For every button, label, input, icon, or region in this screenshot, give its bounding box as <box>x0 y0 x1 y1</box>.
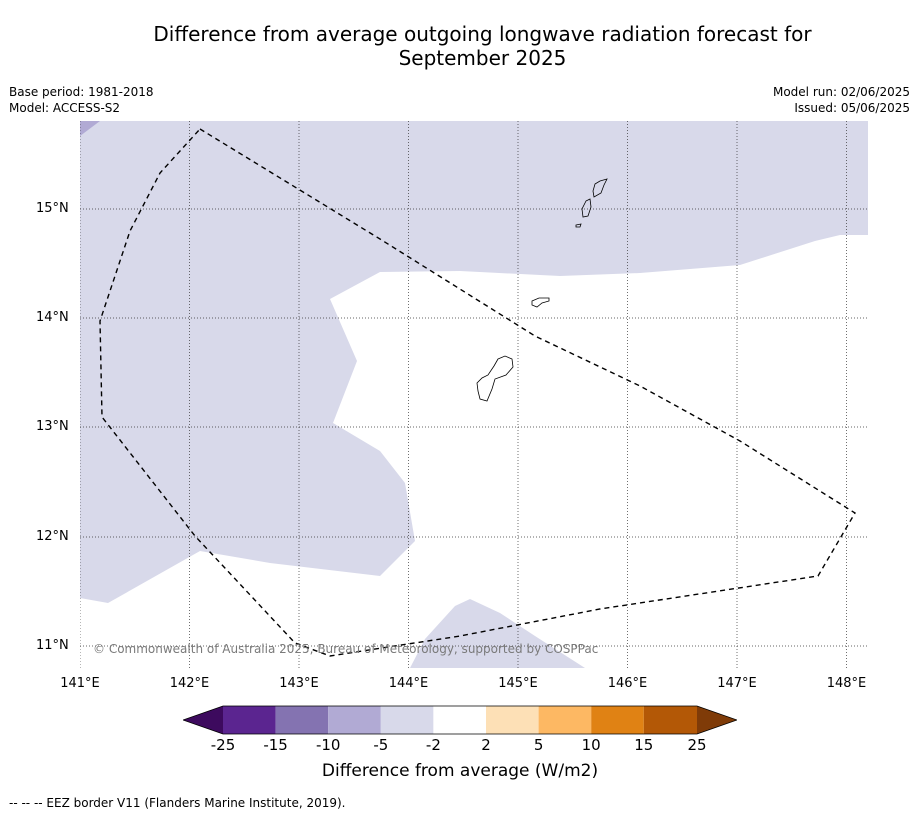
lon-tick-144: 144°E <box>388 676 429 691</box>
colorbar-bin-9 <box>643 706 697 734</box>
lon-tick-142: 142°E <box>169 676 210 691</box>
colorbar-bin-2 <box>275 706 329 734</box>
colorbar-bin-3 <box>328 706 381 734</box>
model-name: Model: ACCESS-S2 <box>9 101 121 115</box>
anomaly-region-medium <box>80 121 100 136</box>
colorbar-bin-8 <box>591 706 644 734</box>
colorbar-bin-5 <box>433 706 486 734</box>
island-tinian <box>581 198 592 218</box>
colorbar-tick-3: -10 <box>315 736 341 754</box>
chart-title: Difference from average outgoing longwav… <box>100 22 865 70</box>
lon-tick-148: 148°E <box>826 676 867 691</box>
island-saipan <box>592 178 608 198</box>
island-aguijan <box>575 223 582 228</box>
graticule <box>80 121 868 668</box>
lon-tick-147: 147°E <box>717 676 757 691</box>
lon-tick-141: 141°E <box>60 676 100 691</box>
map-panel <box>80 121 868 668</box>
anomaly-region-south <box>410 599 585 668</box>
colorbar-tick-2: -15 <box>263 736 288 754</box>
meta-right: Model run: 02/06/2025 Issued: 05/06/2025 <box>773 84 910 116</box>
lat-tick-12: 12°N <box>36 529 69 544</box>
island-rota <box>531 297 550 308</box>
base-period: Base period: 1981-2018 <box>9 85 154 99</box>
island-guam <box>476 355 514 402</box>
islands <box>476 178 608 402</box>
colorbar-tick-9: 15 <box>634 736 654 754</box>
colorbar <box>183 705 737 735</box>
colorbar-tick-6: 2 <box>481 736 491 754</box>
model-run: Model run: 02/06/2025 <box>772 85 910 99</box>
footnote-eez-source: -- -- -- EEZ border V11 (Flanders Marine… <box>9 796 346 810</box>
meta-left: Base period: 1981-2018 Model: ACCESS-S2 <box>9 84 154 116</box>
colorbar-tick-7: 5 <box>533 736 544 754</box>
colorbar-extend-high <box>697 706 737 734</box>
colorbar-outline <box>183 705 737 735</box>
lat-tick-13: 13°N <box>36 419 69 434</box>
lon-tick-146: 146°E <box>607 676 648 691</box>
colorbar-tick-10: 25 <box>687 736 707 754</box>
lat-tick-15: 15°N <box>36 201 69 216</box>
issued-date: Issued: 05/06/2025 <box>794 101 910 115</box>
colorbar-tick-5: -2 <box>425 736 441 754</box>
lon-tick-145: 145°E <box>498 676 538 691</box>
lon-tick-143: 143°E <box>279 676 319 691</box>
colorbar-bin-7 <box>538 706 592 734</box>
lat-tick-14: 14°N <box>36 310 69 325</box>
title-line-2: September 2025 <box>398 46 567 70</box>
anomaly-region-light <box>80 121 868 603</box>
lat-tick-11: 11°N <box>36 638 69 653</box>
colorbar-bin-1 <box>223 706 276 734</box>
colorbar-bin-4 <box>380 706 434 734</box>
colorbar-tick-8: 10 <box>581 736 601 754</box>
colorbar-label: Difference from average (W/m2) <box>321 761 599 781</box>
eez-border <box>99 128 856 657</box>
map-svg <box>80 121 868 668</box>
colorbar-tick-4: -5 <box>373 736 389 754</box>
title-line-1: Difference from average outgoing longwav… <box>153 22 812 46</box>
colorbar-bin-6 <box>486 706 539 734</box>
colorbar-extend-low <box>183 706 223 734</box>
copyright-notice: © Commonwealth of Australia 2025, Bureau… <box>93 642 599 656</box>
colorbar-tick-1: -25 <box>210 736 236 754</box>
